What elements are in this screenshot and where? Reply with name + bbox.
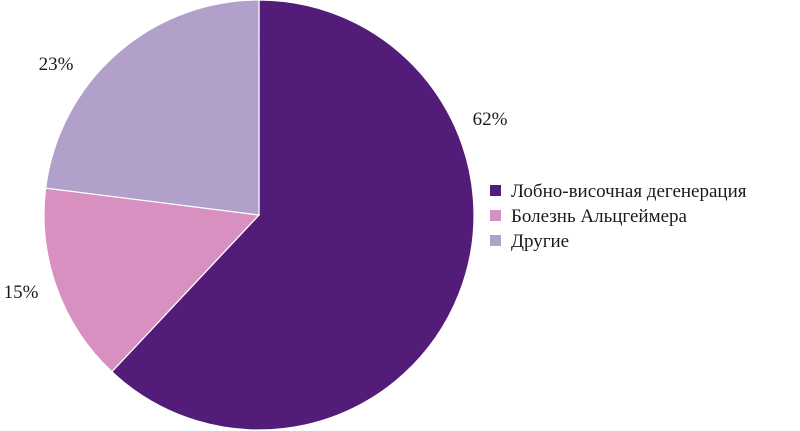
legend-item-other: Другие (490, 231, 569, 252)
legend-swatch-frontotemporal (490, 185, 501, 196)
slice-label-alzheimer: 15% (4, 282, 39, 303)
slice-label-other: 23% (39, 54, 74, 75)
legend-item-alzheimer: Болезнь Альцгеймера (490, 206, 688, 227)
pie-slices (43, 0, 475, 431)
pie-slice-other (45, 0, 260, 216)
legend: Лобно-височная дегенерация Болезнь Альцг… (490, 181, 747, 252)
legend-label-alzheimer: Болезнь Альцгеймера (511, 206, 688, 227)
legend-label-frontotemporal: Лобно-височная дегенерация (511, 181, 747, 202)
slice-label-frontotemporal: 62% (473, 109, 508, 130)
pie-slice-frontotemporal (110, 0, 475, 431)
legend-item-frontotemporal: Лобно-височная дегенерация (490, 181, 747, 202)
legend-swatch-other (490, 235, 501, 246)
pie-slice-alzheimer (43, 187, 261, 373)
legend-swatch-alzheimer (490, 210, 501, 221)
legend-label-other: Другие (511, 231, 569, 252)
